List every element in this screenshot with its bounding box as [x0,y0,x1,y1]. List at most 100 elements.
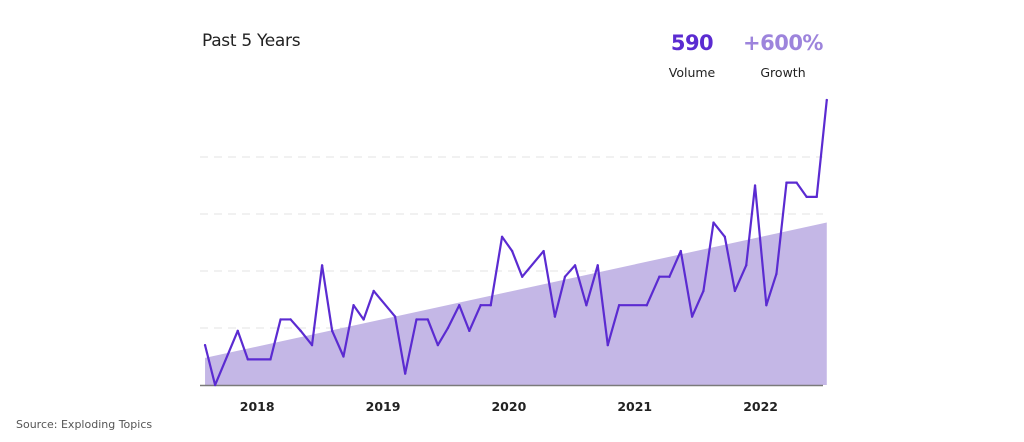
line-segment [458,304,471,332]
line-segment [289,318,302,332]
data-point [489,304,492,307]
volume-value: 590 [670,31,714,55]
data-point [320,264,324,267]
data-point [372,289,375,293]
line-segment [765,272,778,307]
volume-label: Volume [668,65,716,80]
data-point [712,221,715,224]
x-tick-label: 2018 [240,399,275,414]
data-point [679,249,682,253]
data-point [436,344,439,347]
data-point [511,249,514,253]
line-segment [426,318,439,347]
source-credit: Source: Exploding Topics [16,418,153,431]
data-point [573,264,577,267]
data-point [404,372,407,375]
line-segment [815,98,828,198]
line-segment [606,304,621,347]
line-segment [299,329,314,347]
line-segment [542,249,557,318]
data-point [723,235,726,238]
data-point [289,318,292,321]
data-point [342,355,345,358]
line-segment [214,329,239,387]
line-segment [372,289,397,318]
line-segment [585,264,599,307]
line-segment [236,329,249,361]
line-segment [511,249,524,278]
x-tick-labels: 2018 2019 2020 2021 2022 [240,399,778,414]
data-point [415,318,418,321]
line-segment [342,304,355,358]
data-point [542,249,545,253]
line-segment [712,221,726,238]
data-point [805,195,808,198]
data-point [214,383,217,387]
data-point [765,304,768,307]
x-tick-label: 2019 [366,399,401,414]
data-point [203,344,207,347]
line-segment [331,329,345,358]
trend-area [205,222,827,385]
line-segment [596,264,609,347]
line-segment [745,184,757,267]
line-segment [362,289,375,321]
data-point [269,358,272,361]
data-point [618,304,621,307]
data-point [775,272,778,275]
volume-stat: 590 Volume [663,31,721,80]
data-point [331,329,334,332]
data-point [446,326,450,330]
data-point [553,315,557,318]
data-point [426,318,429,321]
line-segment [446,304,461,330]
data-point [785,181,788,184]
data-point [596,264,599,267]
growth-stat: +600% Growth [742,31,824,80]
data-point [658,275,661,278]
growth-label: Growth [760,65,806,80]
data-point [753,184,757,187]
data-point [362,318,365,321]
data-point [795,181,798,184]
line-segment [553,275,567,318]
line-segment [702,221,715,293]
data-point [468,329,471,332]
line-segment [468,304,482,332]
line-segment [679,249,694,318]
line-segment [203,344,217,387]
line-segment [775,181,788,275]
data-point [563,275,567,278]
line-segment [352,304,365,321]
data-point [733,289,736,293]
data-point [279,318,282,321]
line-segment [320,264,334,332]
line-segment [723,235,736,293]
data-point [479,304,482,307]
data-point [691,315,694,318]
line-segment [269,318,282,361]
data-point [606,344,609,347]
data-point [521,275,524,278]
line-segment [489,235,504,307]
data-point [393,315,397,318]
data-point [299,329,302,332]
data-point [500,235,504,238]
x-tick-label: 2021 [617,399,652,414]
line-segment [795,181,808,198]
line-segment [404,318,418,375]
data-point [702,289,705,293]
data-point [825,98,828,102]
data-point [246,358,249,361]
line-segment [310,264,324,347]
x-tick-label: 2022 [743,399,778,414]
line-segment [573,264,588,307]
line-segment [436,326,450,347]
line-segment [500,235,514,253]
line-segment [645,275,661,307]
data-points [203,98,828,387]
data-point [236,329,239,332]
data-point [745,264,748,267]
line-segment [753,184,768,307]
